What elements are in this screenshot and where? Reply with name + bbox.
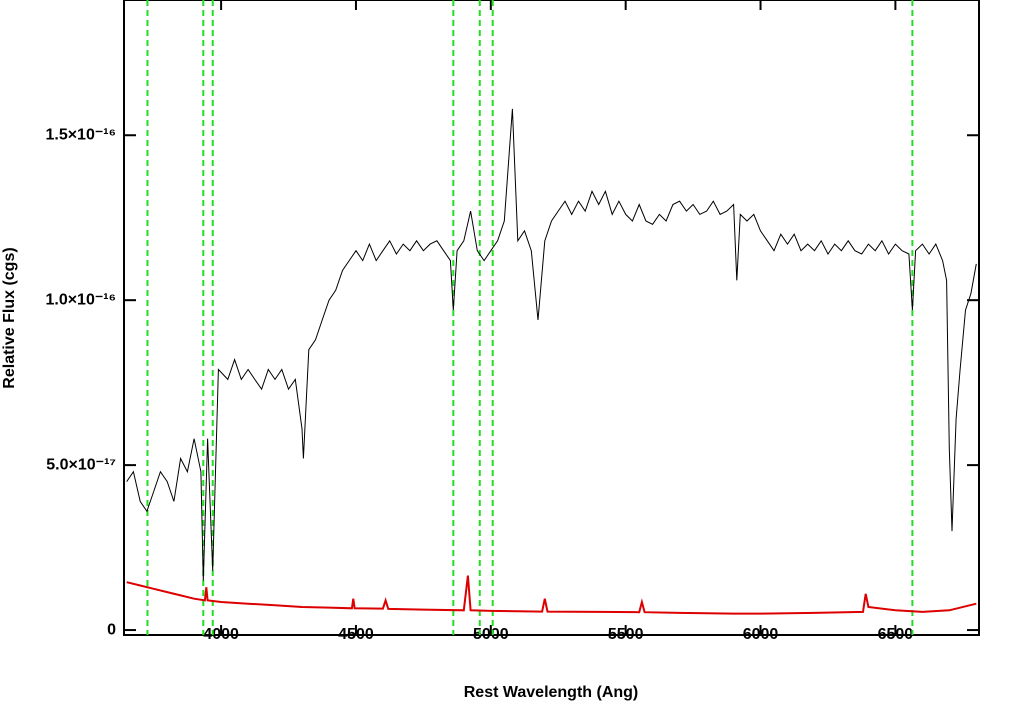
y-tick-label: 0 — [107, 621, 116, 638]
y-axis-title: Relative Flux (cgs) — [1, 247, 18, 388]
y-tick-label: 1.0×10⁻¹⁶ — [45, 291, 116, 308]
plot-frame — [123, 0, 980, 636]
spectrum-line — [126, 108, 977, 581]
y-tick-label: 5.0×10⁻¹⁷ — [46, 456, 116, 473]
y-tick-label: 1.5×10⁻¹⁶ — [45, 126, 116, 143]
x-axis-title: Rest Wavelength (Ang) — [464, 684, 639, 701]
x-tick-label: 6000 — [743, 626, 779, 643]
x-tick-label: 4500 — [338, 626, 374, 643]
x-tick-label: 5000 — [473, 626, 509, 643]
x-tick-label: 4000 — [203, 626, 239, 643]
spectrum-line — [126, 575, 977, 615]
x-tick-label: 6500 — [878, 626, 914, 643]
x-tick-label: 5500 — [608, 626, 644, 643]
